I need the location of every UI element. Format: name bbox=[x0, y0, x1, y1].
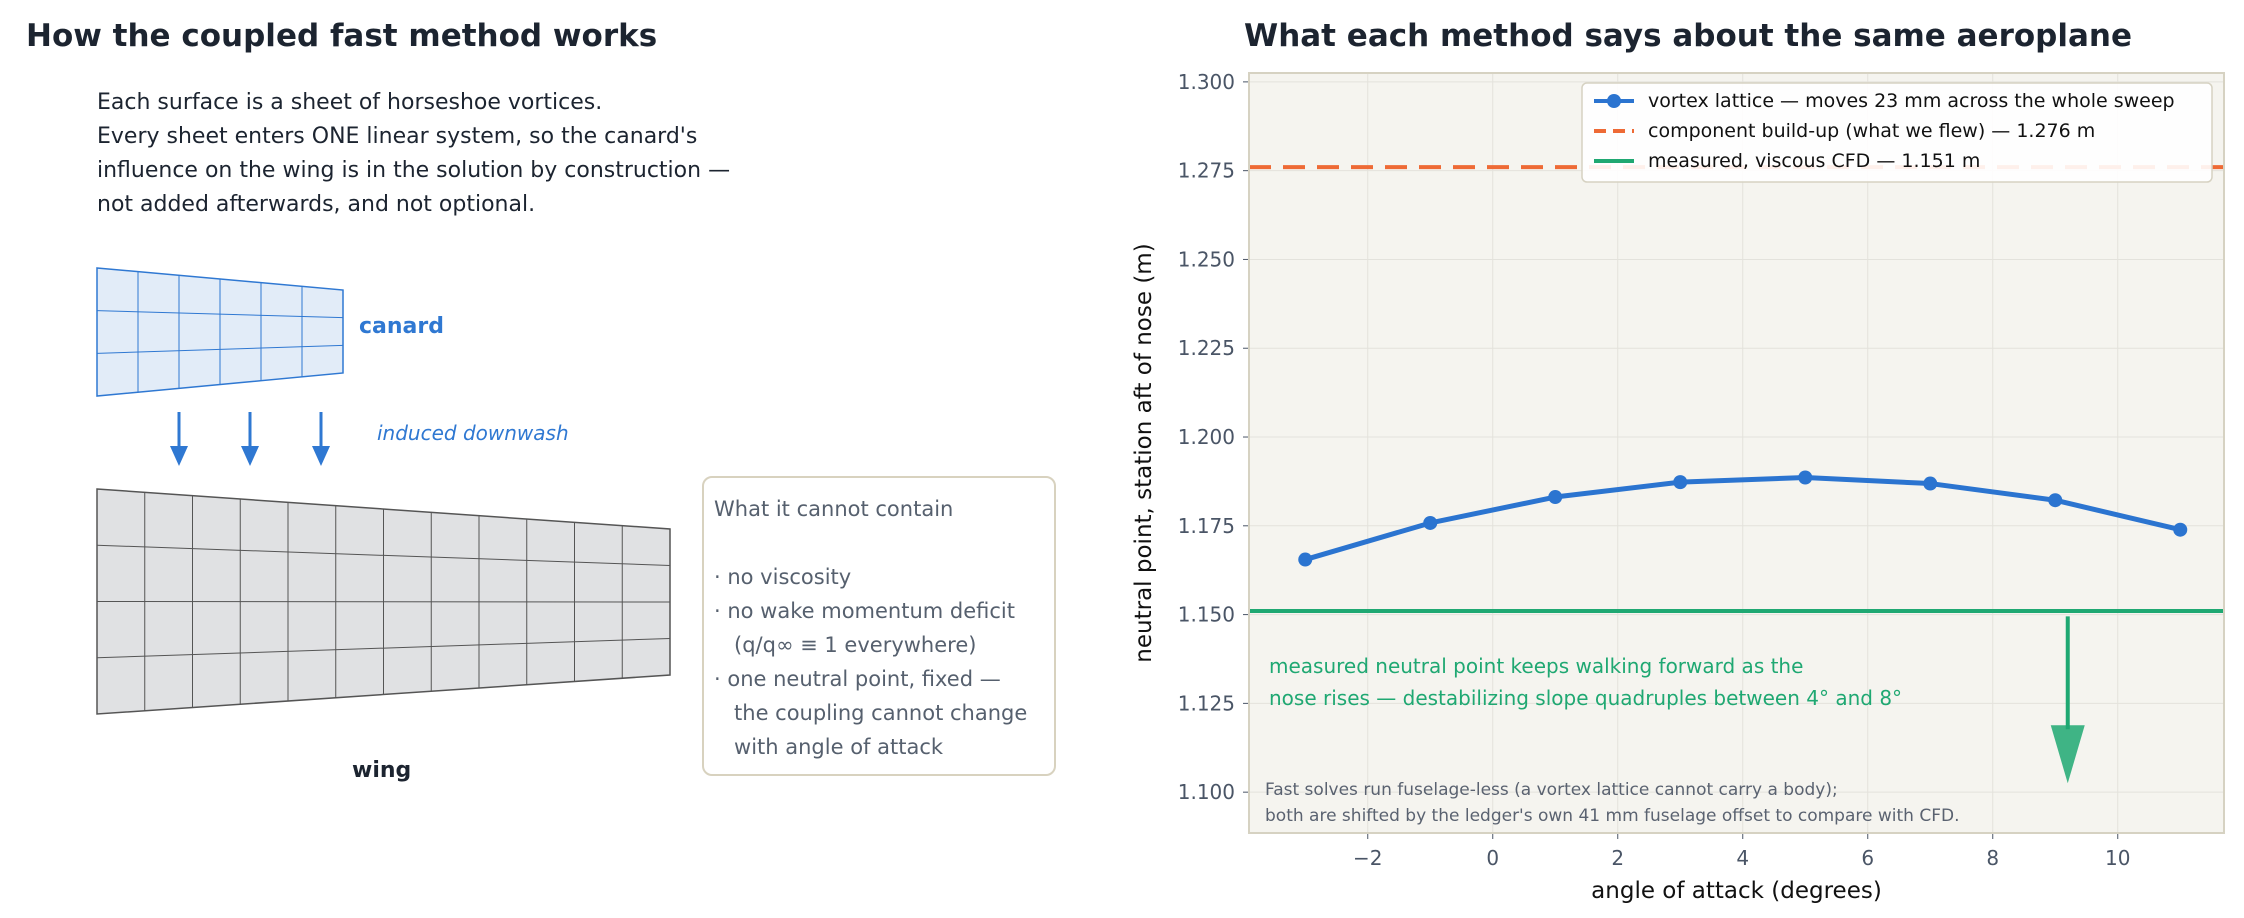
x-tick-label: 8 bbox=[1986, 846, 1999, 870]
limitation-item: · no wake momentum deficit bbox=[714, 599, 1015, 623]
y-tick-label: 1.200 bbox=[1178, 425, 1235, 449]
vortex-lattice-point bbox=[1923, 476, 1938, 491]
y-axis-ticks: 1.100 1.125 1.150 1.175 1.200 1.225 1.250 1.275… bbox=[1178, 70, 1249, 804]
y-axis-label: neutral point, station aft of nose (m) bbox=[1131, 243, 1157, 662]
limitations-heading: What it cannot contain bbox=[714, 497, 954, 521]
vortex-lattice-line bbox=[1304, 475, 2181, 562]
footnote-line: Fast solves run fuselage-less (a vortex … bbox=[1265, 780, 1838, 800]
intro-line: Every sheet enters ONE linear system, so… bbox=[97, 124, 698, 149]
x-tick-label: 0 bbox=[1486, 846, 1499, 870]
y-tick-label: 1.250 bbox=[1178, 247, 1235, 271]
y-tick-label: 1.125 bbox=[1178, 691, 1235, 715]
limitation-item: · no viscosity bbox=[714, 565, 852, 589]
y-tick-label: 1.150 bbox=[1178, 603, 1235, 627]
limitation-item: with angle of attack bbox=[714, 735, 944, 759]
legend-label: component build-up (what we flew) — 1.27… bbox=[1648, 120, 2095, 142]
canard-panel-line bbox=[96, 344, 344, 354]
limitation-item: the coupling cannot change bbox=[714, 701, 1028, 725]
plot-frame bbox=[1248, 72, 2225, 834]
downwash-arrow-head bbox=[170, 446, 188, 466]
canard-label: canard bbox=[359, 314, 444, 339]
x-tick-label: 10 bbox=[2105, 846, 2130, 870]
downwash-label: induced downwash bbox=[377, 421, 569, 445]
legend-label: measured, viscous CFD — 1.151 m bbox=[1648, 150, 1980, 172]
vortex-lattice-point bbox=[1298, 552, 1313, 567]
x-tick-label: 4 bbox=[1736, 846, 1749, 870]
chart-grid bbox=[1249, 73, 2224, 833]
legend-marker bbox=[1607, 94, 1621, 108]
chart-footnote: Fast solves run fuselage-less (a vortex … bbox=[1265, 780, 1960, 826]
downwash-arrow-head bbox=[312, 446, 330, 466]
annotation-arrow-head bbox=[2050, 725, 2085, 784]
wing-panel-line bbox=[96, 638, 671, 659]
x-tick-label: 6 bbox=[1861, 846, 1874, 870]
vortex-lattice-point bbox=[2048, 493, 2063, 508]
intro-line: not added afterwards, and not optional. bbox=[97, 192, 536, 217]
vortex-lattice-diagram bbox=[96, 267, 671, 715]
x-tick-label: 2 bbox=[1611, 846, 1624, 870]
annotation-text-line: measured neutral point keeps walking for… bbox=[1269, 654, 1803, 678]
canard-panel-line bbox=[96, 310, 344, 319]
intro-line: influence on the wing is in the solution… bbox=[97, 158, 731, 183]
x-axis-ticks: −2 0 2 4 6 8 10 bbox=[1353, 833, 2130, 870]
vortex-lattice-point bbox=[2173, 522, 2188, 537]
limitation-item: (q/q∞ ≡ 1 everywhere) bbox=[714, 633, 977, 657]
wing-panel-line bbox=[96, 544, 671, 566]
vortex-lattice-point bbox=[1673, 475, 1688, 490]
plot-area bbox=[1249, 73, 2224, 833]
footnote-line: both are shifted by the ledger's own 41 … bbox=[1265, 806, 1960, 826]
right-panel-title: What each method says about the same aer… bbox=[1244, 18, 2132, 54]
downwash-arrow-head bbox=[241, 446, 259, 466]
vortex-lattice-point bbox=[1548, 490, 1563, 505]
downwash-arrows bbox=[170, 412, 330, 466]
intro-line: Each surface is a sheet of horseshoe vor… bbox=[97, 90, 603, 115]
legend-label: vortex lattice — moves 23 mm across the … bbox=[1648, 90, 2175, 112]
wing-panel-grid bbox=[96, 488, 671, 715]
limitations-box: What it cannot contain · no viscosity · … bbox=[702, 476, 1056, 776]
y-tick-label: 1.225 bbox=[1178, 336, 1235, 360]
y-tick-label: 1.175 bbox=[1178, 514, 1235, 538]
left-panel-title: How the coupled fast method works bbox=[26, 18, 658, 54]
intro-text: Each surface is a sheet of horseshoe vor… bbox=[97, 86, 730, 222]
chart-legend: vortex lattice — moves 23 mm across the … bbox=[1581, 82, 2213, 183]
annotation-text-line: nose rises — destabilizing slope quadrup… bbox=[1269, 686, 1902, 710]
y-tick-label: 1.100 bbox=[1178, 780, 1235, 804]
x-tick-label: −2 bbox=[1353, 846, 1382, 870]
x-axis-label: angle of attack (degrees) bbox=[1591, 878, 1882, 904]
canard-panel-grid bbox=[96, 267, 344, 397]
vortex-lattice-point bbox=[1798, 470, 1813, 485]
wing-panel-line bbox=[96, 601, 671, 603]
limitation-item: · one neutral point, fixed — bbox=[714, 667, 1001, 691]
wing-label: wing bbox=[352, 758, 412, 783]
legend-box bbox=[1581, 82, 2213, 183]
y-tick-label: 1.300 bbox=[1178, 70, 1235, 94]
vortex-lattice-point bbox=[1423, 515, 1438, 530]
y-tick-label: 1.275 bbox=[1178, 159, 1235, 183]
chart-annotation: measured neutral point keeps walking for… bbox=[1269, 616, 2085, 784]
